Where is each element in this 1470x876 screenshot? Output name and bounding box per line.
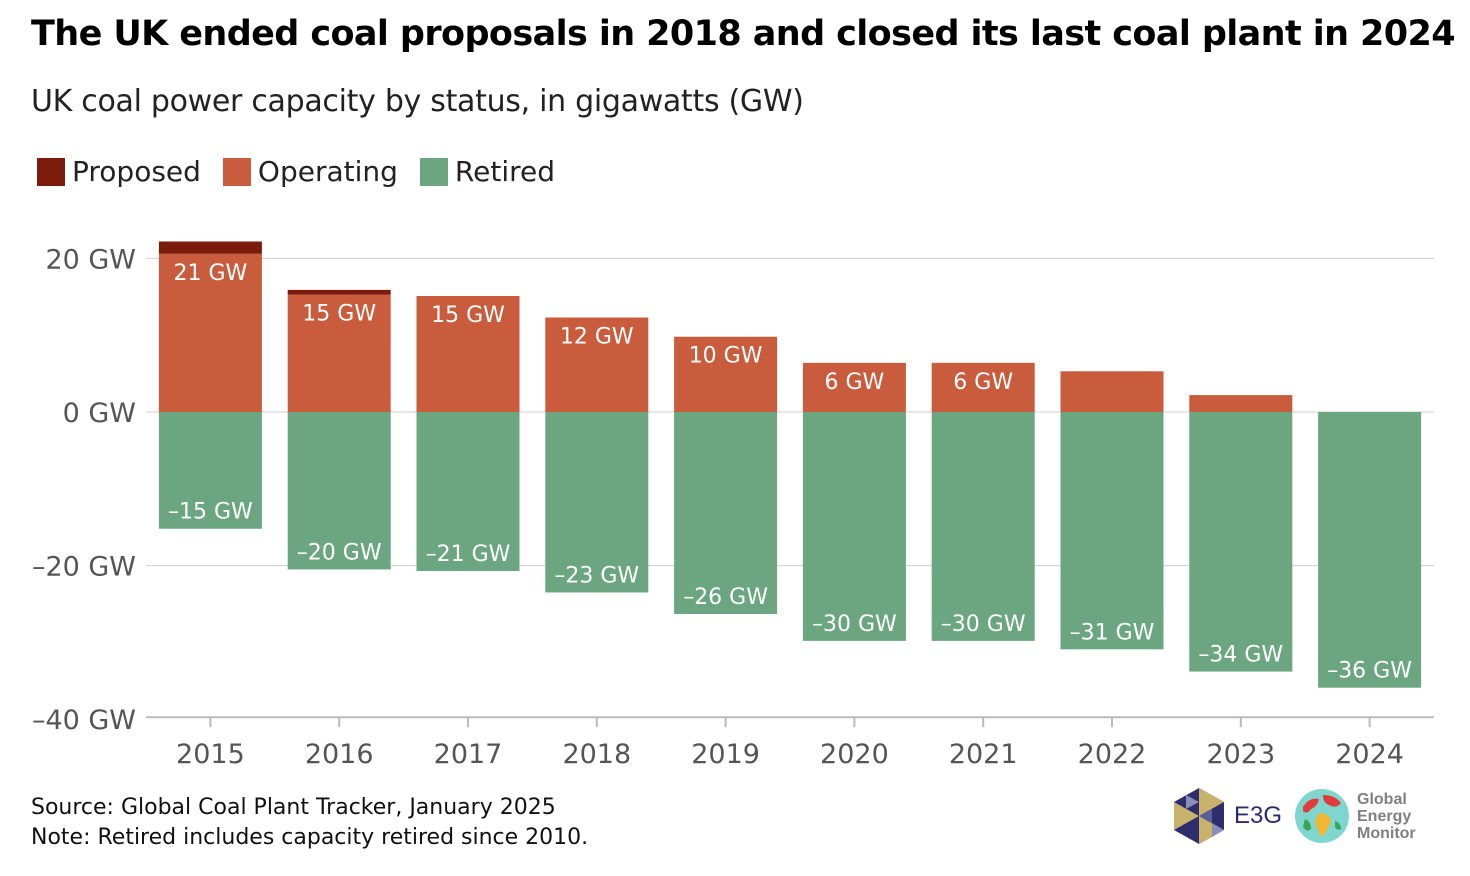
chart-title: The UK ended coal proposals in 2018 and … <box>31 14 1456 54</box>
bar-retired-2022 <box>1060 412 1164 650</box>
legend-swatch-retired <box>419 157 448 186</box>
data-label-operating: 12 GW <box>560 325 634 350</box>
y-tick-label: 20 GW <box>45 244 136 275</box>
legend-label-retired: Retired <box>454 155 555 188</box>
bar-operating-2021 <box>931 362 1035 412</box>
gem-logo-text: Global Energy Monitor <box>1357 791 1416 842</box>
x-tick-label: 2020 <box>820 739 889 770</box>
x-tick-label: 2016 <box>305 739 374 770</box>
data-label-retired: –30 GW <box>941 612 1026 637</box>
bar-retired-2016 <box>287 412 391 570</box>
globe-icon <box>1295 789 1349 843</box>
data-label-operating: 6 GW <box>953 370 1013 395</box>
data-label-retired: –26 GW <box>683 585 768 610</box>
data-label-operating: 15 GW <box>302 301 376 326</box>
bar-retired-2023 <box>1189 412 1293 672</box>
x-tick-label: 2021 <box>949 739 1018 770</box>
data-label-retired: –34 GW <box>1198 643 1283 668</box>
x-tick-label: 2018 <box>562 739 631 770</box>
chart-subtitle: UK coal power capacity by status, in gig… <box>31 84 804 119</box>
bar-operating-2019 <box>674 336 778 412</box>
bar-operating-2020 <box>802 362 906 412</box>
x-tick-label: 2019 <box>691 739 760 770</box>
bar-operating-2015 <box>158 253 262 412</box>
legend-swatch-operating <box>222 157 251 186</box>
data-label-operating: 15 GW <box>431 303 505 328</box>
gem-logo-line-2: Energy <box>1357 807 1412 825</box>
x-tick-label: 2017 <box>434 739 503 770</box>
data-label-operating: 6 GW <box>825 370 885 395</box>
legend-item-retired: Retired <box>419 155 555 188</box>
bar-retired-2020 <box>802 412 906 641</box>
x-tick-label: 2024 <box>1335 739 1404 770</box>
data-label-retired: –20 GW <box>297 540 382 565</box>
e3g-hex-icon <box>1174 788 1224 844</box>
data-label-retired: –23 GW <box>554 563 639 588</box>
bar-retired-2017 <box>416 412 520 571</box>
gem-logo: Global Energy Monitor <box>1293 787 1416 845</box>
gem-logo-line-1: Global <box>1357 790 1407 808</box>
bar-proposed-2015 <box>158 241 262 254</box>
data-label-operating: 10 GW <box>689 344 763 369</box>
bar-proposed-2016 <box>287 289 391 295</box>
footnote: Note: Retired includes capacity retired … <box>31 825 589 850</box>
bar-chart: 20 GW 0 GW –20 GW –40 GW 21 GW –15 GW 2015 15 G… <box>32 241 1434 770</box>
e3g-logo-text: E3G <box>1234 802 1283 829</box>
data-label-retired: –36 GW <box>1327 659 1412 684</box>
bar-retired-2018 <box>545 412 649 593</box>
y-tick-label: –40 GW <box>32 705 136 736</box>
legend-label-operating: Operating <box>257 155 398 188</box>
x-tick-label: 2015 <box>176 739 245 770</box>
gem-logo-line-3: Monitor <box>1357 824 1416 842</box>
data-label-retired: –31 GW <box>1070 620 1155 645</box>
data-label-retired: –15 GW <box>168 500 253 525</box>
legend-swatch-proposed <box>37 157 65 186</box>
x-tick-label: 2023 <box>1206 739 1275 770</box>
e3g-logo: E3G <box>1172 787 1282 845</box>
legend-label-proposed: Proposed <box>72 155 201 188</box>
bar-operating-2023 <box>1189 395 1293 412</box>
bar-retired-2021 <box>931 412 1035 641</box>
bar-retired-2015 <box>158 412 262 529</box>
bar-operating-2017 <box>416 296 520 412</box>
chart-legend: Proposed Operating Retired <box>37 155 577 188</box>
y-tick-label: –20 GW <box>32 552 136 583</box>
y-tick-label: 0 GW <box>63 398 136 429</box>
legend-item-operating: Operating <box>222 155 398 188</box>
source-note: Source: Global Coal Plant Tracker, Janua… <box>31 795 556 820</box>
x-tick-label: 2022 <box>1078 739 1147 770</box>
legend-item-proposed: Proposed <box>37 155 201 188</box>
chart-footer: Source: Global Coal Plant Tracker, Janua… <box>31 793 588 853</box>
data-label-retired: –21 GW <box>426 542 511 567</box>
bar-retired-2019 <box>674 412 778 614</box>
bar-operating-2016 <box>287 294 391 412</box>
bar-retired-2024 <box>1318 412 1422 688</box>
bar-operating-2022 <box>1060 371 1164 412</box>
bar-operating-2018 <box>545 317 649 412</box>
data-label-retired: –30 GW <box>812 612 897 637</box>
data-label-operating: 21 GW <box>174 261 248 286</box>
